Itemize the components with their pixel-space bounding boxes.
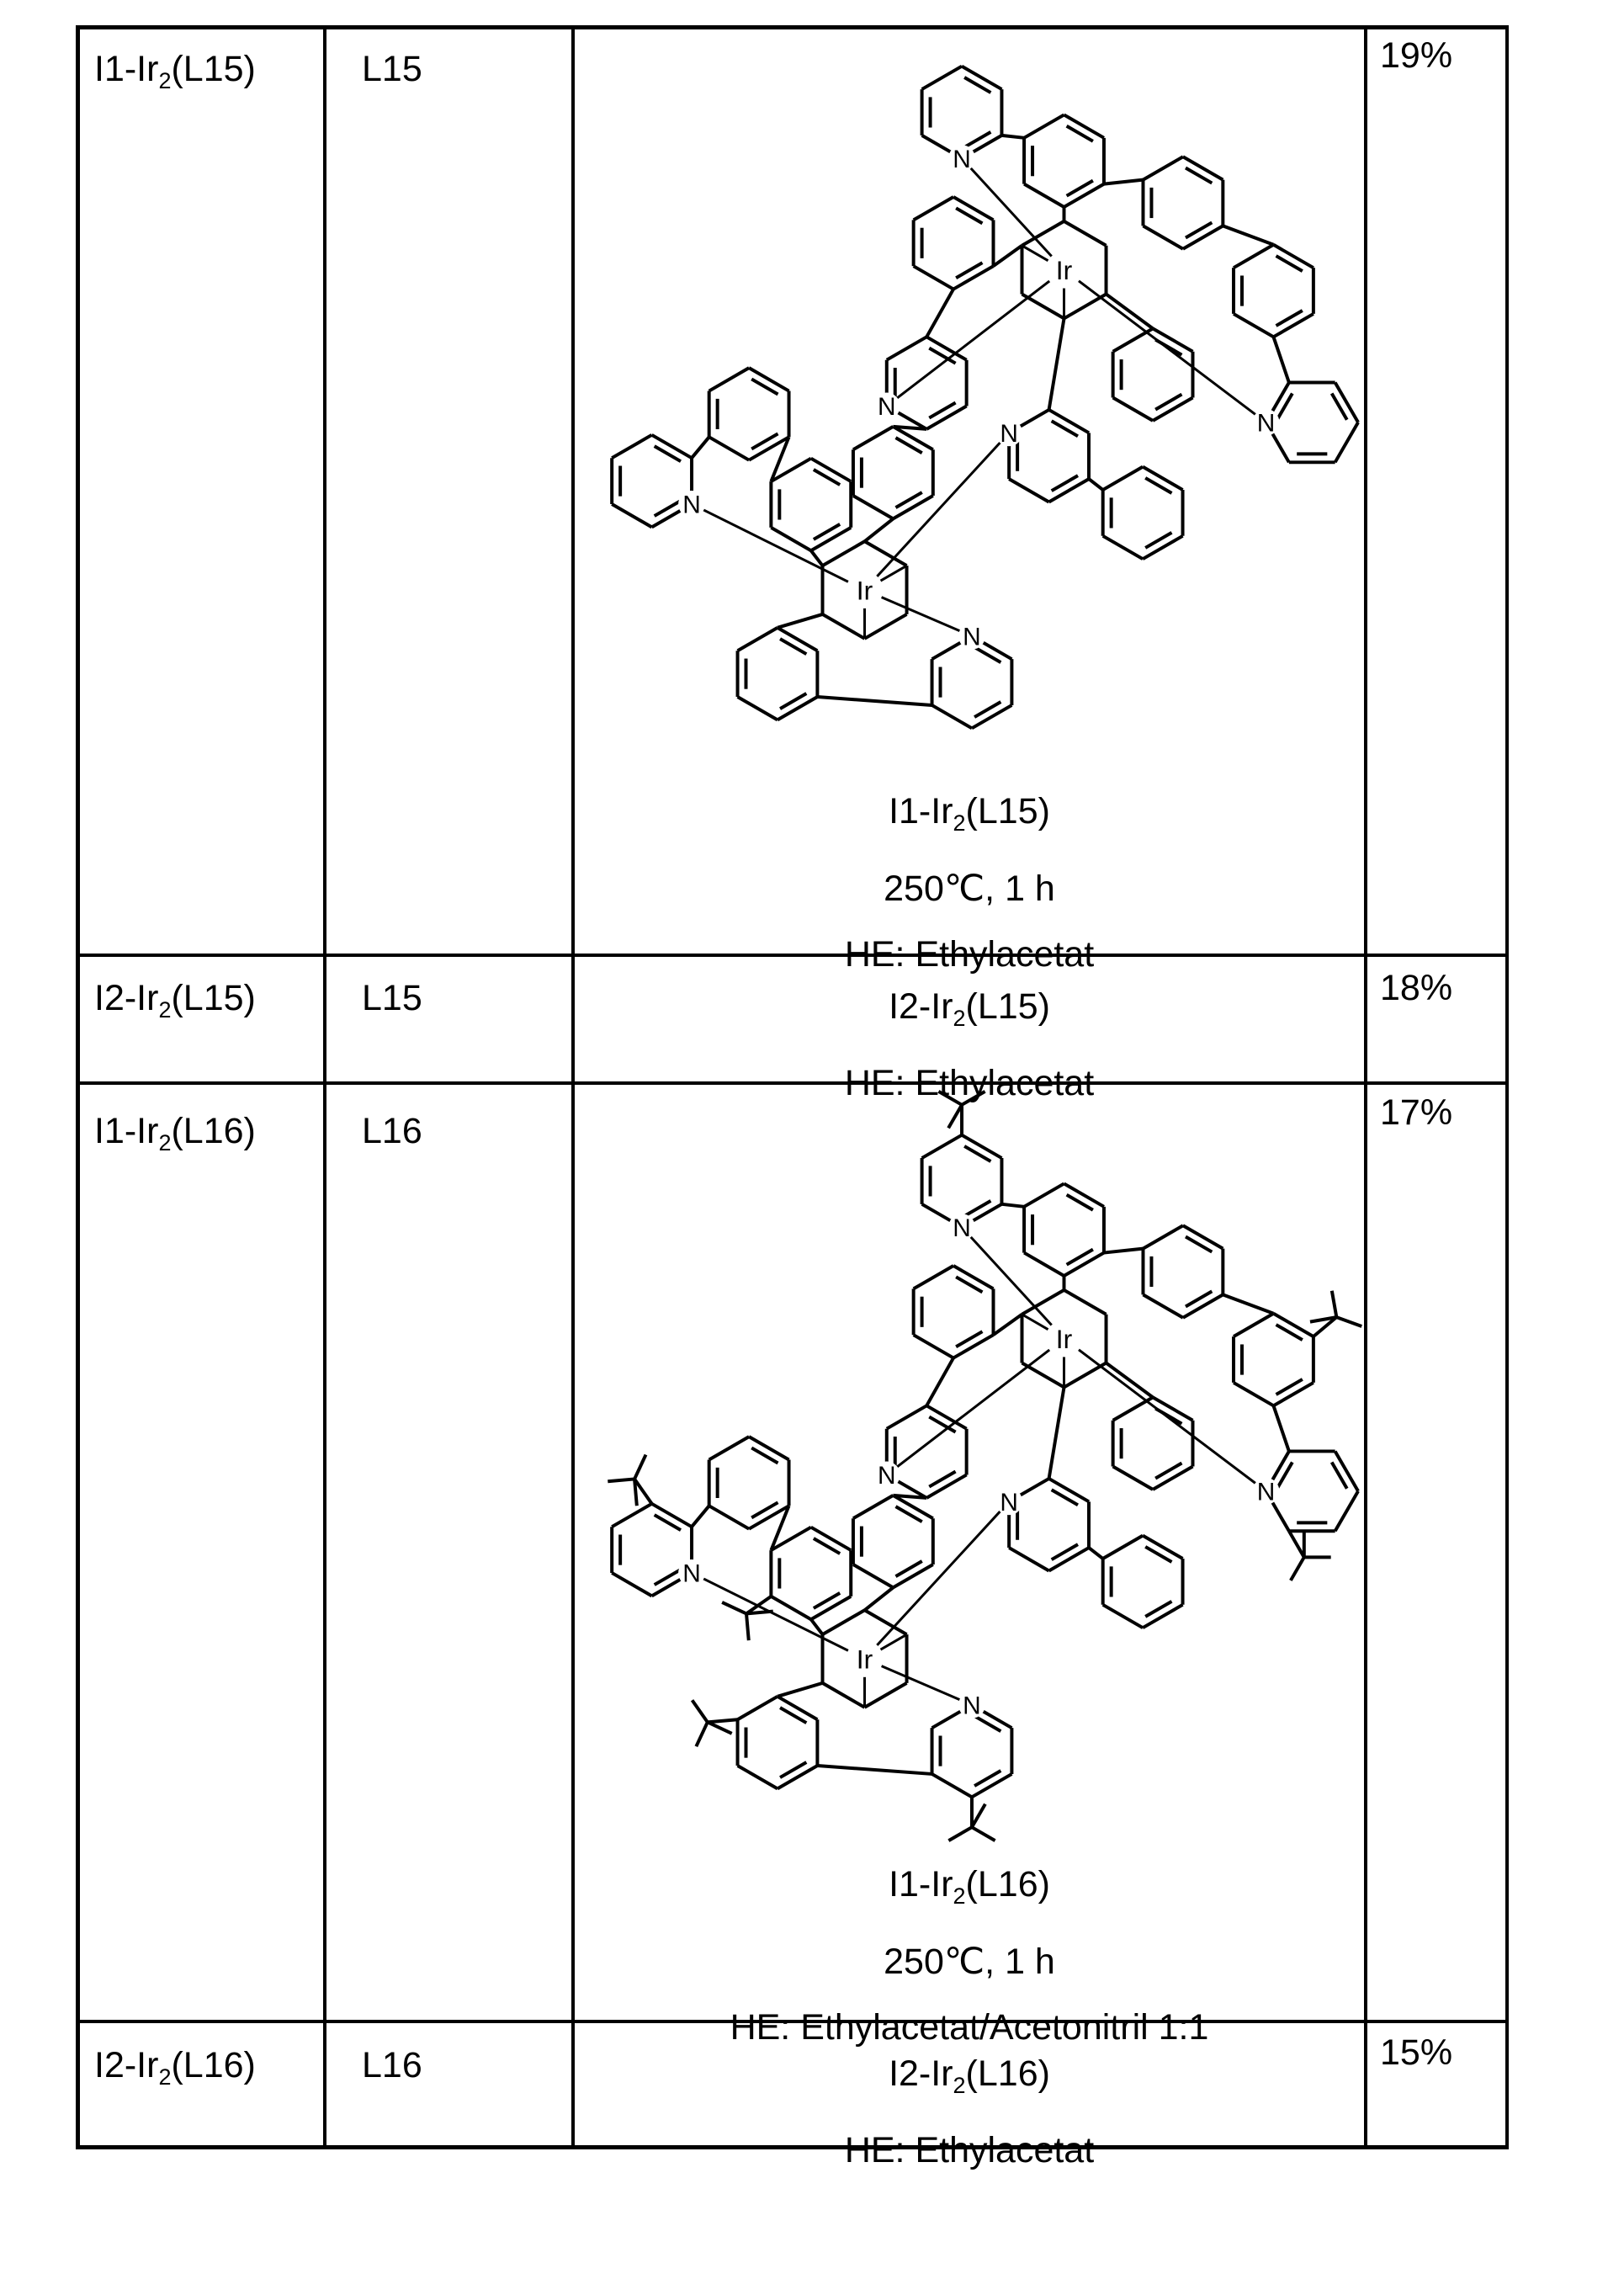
row3-yield: 17%	[1380, 1092, 1453, 1133]
row2-compound-name: I2-Ir2(L15)	[94, 978, 256, 1030]
table-border-bottom	[76, 2145, 1509, 2149]
iridium-atom-label: Ir	[857, 1644, 873, 1674]
nitrogen-atom-label: N	[878, 1462, 896, 1490]
compound-sub: 2	[158, 2064, 172, 2090]
caption-compound: I2-Ir2(L16)	[889, 2053, 1050, 2098]
nitrogen-atom-label: N	[878, 393, 896, 421]
caption-he: HE: Ethylacetat	[844, 1063, 1095, 1103]
nitrogen-atom-label: N	[1000, 420, 1018, 448]
compound-pre: I1-Ir	[94, 49, 159, 89]
compound-post: (L16)	[171, 2045, 256, 2085]
row1-ligand: L15	[362, 49, 422, 89]
row-divider-2	[76, 1081, 1509, 1085]
compound-pre: I2-Ir	[94, 978, 159, 1018]
row2-ligand: L15	[362, 978, 422, 1018]
caption-conditions: 250℃, 1 h	[884, 1942, 1055, 1982]
caption-he: HE: Ethylacetat	[844, 934, 1095, 975]
caption-compound: I2-Ir2(L15)	[889, 986, 1050, 1031]
caption-he: HE: Ethylacetat/Acetonitril 1:1	[730, 2007, 1209, 2048]
compound-sub: 2	[158, 997, 172, 1023]
row2-cell-caption: I2-Ir2(L15) HE: Ethylacetat	[575, 975, 1364, 1116]
compound-post: (L16)	[171, 1111, 256, 1151]
row-divider-1	[76, 954, 1509, 957]
compound-pre: I2-Ir	[94, 2045, 159, 2085]
row1-compound-name: I1-Ir2(L15)	[94, 49, 256, 101]
iridium-atom-label: Ir	[1056, 1324, 1073, 1354]
table-border-left	[76, 25, 80, 2149]
compound-sub: 2	[158, 1130, 172, 1155]
row4-yield: 15%	[1380, 2032, 1453, 2073]
nitrogen-atom-label: N	[682, 1560, 701, 1588]
iridium-atom-label: Ir	[1056, 255, 1073, 285]
col-divider-2	[571, 25, 575, 2149]
caption-compound: I1-Ir2(L15)	[889, 791, 1050, 836]
compound-post: (L15)	[171, 49, 256, 89]
compound-pre: I1-Ir	[94, 1111, 159, 1151]
row4-ligand: L16	[362, 2045, 422, 2085]
row4-cell-caption: I2-Ir2(L16) HE: Ethylacetat	[575, 2042, 1364, 2183]
nitrogen-atom-label: N	[1257, 410, 1276, 438]
caption-compound: I1-Ir2(L16)	[889, 1864, 1050, 1909]
table-border-top	[76, 25, 1509, 29]
nitrogen-atom-label: N	[963, 1692, 981, 1720]
row1-yield: 19%	[1380, 35, 1453, 76]
nitrogen-atom-label: N	[1257, 1479, 1276, 1506]
row-divider-3	[76, 2020, 1509, 2023]
row2-yield: 18%	[1380, 968, 1453, 1008]
nitrogen-atom-label: N	[682, 491, 701, 519]
structure-I1-Ir2-L15: N N N N N N Ir Ir	[610, 64, 1360, 730]
row1-structure-caption: I1-Ir2(L15) 250℃, 1 h HE: Ethylacetat	[575, 778, 1364, 987]
nitrogen-atom-label: N	[953, 1214, 971, 1242]
caption-conditions: 250℃, 1 h	[884, 869, 1055, 909]
row3-ligand: L16	[362, 1111, 422, 1151]
compound-sub: 2	[158, 68, 172, 93]
nitrogen-atom-label: N	[1000, 1489, 1018, 1517]
structure-I1-Ir2-L16: N N N N N N Ir Ir	[608, 1090, 1362, 1842]
col-divider-1	[323, 25, 326, 2149]
nitrogen-atom-label: N	[953, 146, 971, 173]
row4-compound-name: I2-Ir2(L16)	[94, 2045, 256, 2097]
compound-post: (L15)	[171, 978, 256, 1018]
row3-compound-name: I1-Ir2(L16)	[94, 1111, 256, 1163]
caption-he: HE: Ethylacetat	[844, 2130, 1095, 2170]
row3-structure-caption: I1-Ir2(L16) 250℃, 1 h HE: Ethylacetat/Ac…	[575, 1851, 1364, 2060]
nitrogen-atom-label: N	[963, 624, 981, 651]
col-divider-3	[1364, 25, 1367, 2149]
iridium-atom-label: Ir	[857, 576, 873, 606]
table-border-right	[1505, 25, 1509, 2149]
